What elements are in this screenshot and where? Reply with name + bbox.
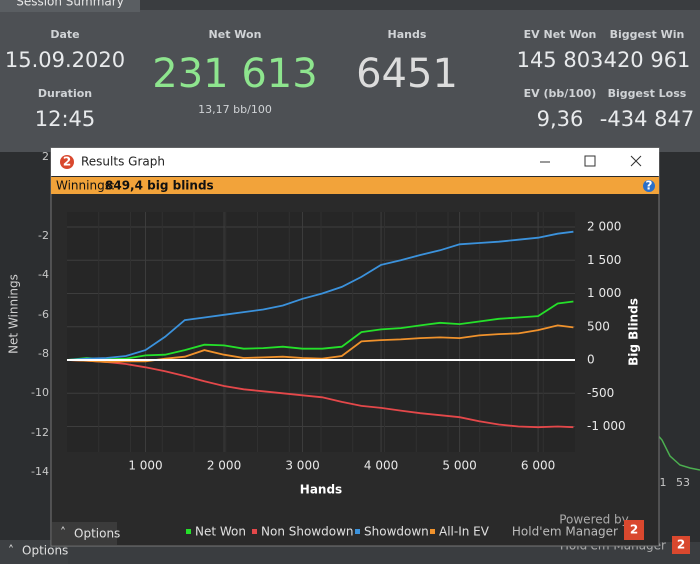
y-tick-label: 2 000: [587, 220, 621, 234]
legend-swatch: [430, 529, 435, 534]
x-tick-label: 4 000: [364, 459, 398, 473]
y-axis-title: Big Blinds: [627, 298, 641, 366]
stat-value: 145 803: [517, 48, 604, 72]
y-tick-label: 500: [587, 319, 610, 333]
stat-value: 12:45: [35, 107, 96, 131]
window-brand: Hold'em Manager: [512, 525, 618, 539]
x-tick-label: 3 000: [285, 459, 319, 473]
legend-swatch: [252, 529, 257, 534]
window-title: Results Graph: [81, 155, 165, 169]
stat-value: 15.09.2020: [5, 48, 125, 72]
window-brand-logo: [624, 520, 644, 540]
stat-value: 231 613: [152, 51, 317, 97]
plot: 1 000 2 000 3 000 4 000 5 000 6 000 -1 000 -500…: [66, 212, 626, 473]
legend-label: Non Showdown: [261, 525, 354, 539]
title-bar: [51, 148, 659, 176]
window-icon: [60, 155, 74, 169]
legend-label: Net Won: [195, 525, 246, 539]
info-bar: [51, 177, 659, 194]
stat-sub: 13,17 bb/100: [198, 103, 272, 116]
y-tick-label: -500: [587, 386, 614, 400]
options-label[interactable]: Options: [22, 544, 68, 558]
options-caret: ˄: [8, 544, 14, 558]
winnings-value: 849,4 big blinds: [105, 179, 214, 193]
background-y-tick: -2: [38, 229, 49, 242]
x-tick-label: 6 000: [521, 459, 555, 473]
background-y-tick: -6: [38, 308, 49, 321]
legend-swatch: [355, 529, 360, 534]
y-tick-label: 1 500: [587, 253, 621, 267]
legend: Net Won Non Showdown Showdown All-In EV: [186, 525, 490, 539]
stat-label: Biggest Loss: [608, 87, 687, 100]
background-y-tick: -4: [38, 268, 49, 281]
window-options-button[interactable]: [52, 522, 117, 545]
options-caret: ˄: [60, 526, 66, 540]
legend-swatch: [186, 529, 191, 534]
background-x-tick: 1: [660, 476, 667, 489]
background-y-tick: -14: [31, 465, 49, 478]
window-brand-logo-text: 2: [630, 523, 638, 537]
stat-label: Duration: [38, 87, 92, 100]
series-line: [66, 359, 574, 429]
window-options-label[interactable]: Options: [74, 527, 120, 541]
y-tick-label: 0: [587, 353, 595, 367]
x-tick-label: 5 000: [442, 459, 476, 473]
legend-label: All-In EV: [439, 525, 490, 539]
stat-value: -434 847: [600, 107, 694, 131]
summary-panel: [0, 10, 700, 152]
x-axis-title: Hands: [300, 483, 342, 497]
background-y-tick: -8: [38, 347, 49, 360]
powered-by: Powered by: [559, 513, 629, 527]
x-tick-label: 2 000: [207, 459, 241, 473]
stat-label: EV (bb/100): [524, 87, 597, 100]
stat-label: Biggest Win: [610, 28, 685, 41]
y-tick-label: -1 000: [587, 419, 626, 433]
maximize[interactable]: [584, 155, 596, 167]
series-line: [66, 300, 574, 361]
stat-value: 6451: [356, 51, 458, 97]
background-y-tick: 2: [42, 150, 49, 163]
background-ticks: 2 -2 -4 -6 -8 -10 -12 -14 1 53: [31, 150, 690, 489]
stat-label: EV Net Won: [524, 28, 597, 41]
close[interactable]: [630, 155, 642, 167]
background-y-label: Net Winnings: [7, 274, 21, 354]
background-line: [654, 431, 700, 471]
tab[interactable]: [0, 0, 140, 12]
window-icon-text: 2: [63, 155, 71, 169]
stat-value: 420 961: [604, 48, 691, 72]
background-y-tick: -10: [31, 386, 49, 399]
help-text[interactable]: ?: [646, 179, 653, 193]
background-y-tick: -12: [31, 426, 49, 439]
series-line: [66, 230, 574, 361]
stat-label: Date: [50, 28, 79, 41]
stat-label: Hands: [388, 28, 427, 41]
background-x-tick: 53: [676, 476, 690, 489]
x-tick-label: 1 000: [128, 459, 162, 473]
stat-label: Net Won: [209, 28, 262, 41]
legend-label: Showdown: [364, 525, 429, 539]
winnings-label: Winnings:: [56, 179, 115, 193]
stat-value: 9,36: [537, 107, 584, 131]
brand-logo: [672, 536, 690, 554]
brand-logo-text: 2: [677, 538, 685, 552]
tab-label[interactable]: Session Summary: [16, 0, 124, 9]
help[interactable]: [643, 180, 655, 192]
y-tick-label: 1 000: [587, 286, 621, 300]
